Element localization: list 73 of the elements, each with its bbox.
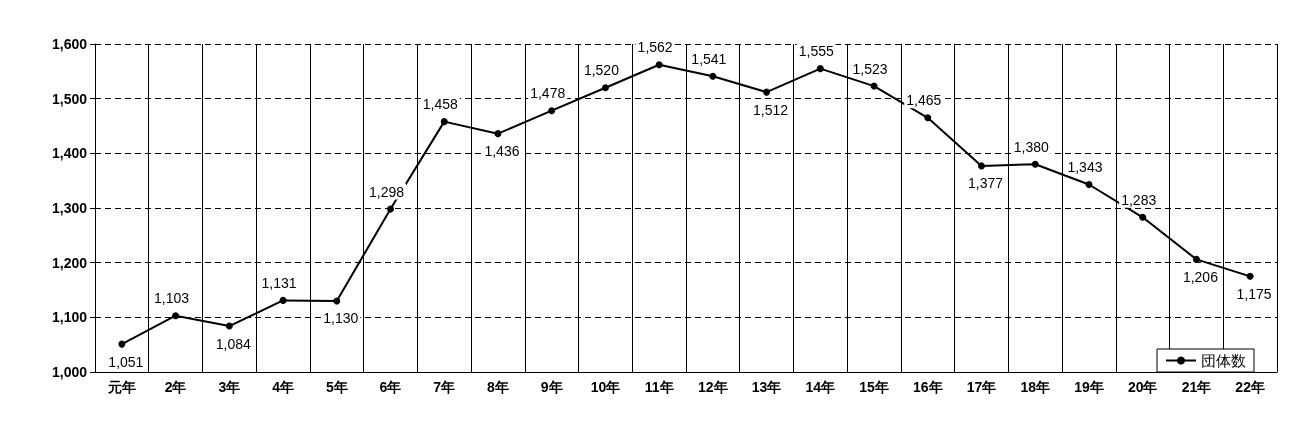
point	[655, 61, 663, 69]
x-tick-label: 17年	[966, 379, 997, 395]
x-tick-label: 21年	[1181, 379, 1212, 395]
x-tick-label: 元年	[106, 379, 136, 395]
y-tick-label: 1,400	[51, 145, 88, 162]
y-tick-label: 1,000	[51, 364, 88, 380]
x-tick-label: 14年	[805, 379, 836, 395]
x-tick-label: 3年	[218, 379, 241, 395]
data-label: 1,465	[906, 92, 942, 109]
data-label: 1,175	[1236, 285, 1272, 302]
point	[1031, 160, 1039, 168]
data-label: 1,051	[108, 353, 144, 370]
point	[225, 322, 233, 330]
data-label: 1,131	[261, 274, 297, 291]
point	[601, 84, 609, 92]
x-tick-label: 2年	[164, 379, 187, 395]
x-tick-label: 5年	[325, 379, 348, 395]
point	[1085, 180, 1093, 188]
x-tick-label: 10年	[590, 379, 621, 395]
point	[387, 205, 394, 213]
y-tick-label: 1,300	[51, 200, 88, 216]
data-label: 1,541	[691, 50, 727, 67]
x-tick-label: 8年	[487, 379, 509, 395]
data-label: 1,103	[154, 290, 190, 307]
data-label: 1,380	[1013, 138, 1049, 155]
x-tick-label: 9年	[540, 379, 563, 395]
data-label: 1,206	[1182, 268, 1219, 285]
data-label: 1,084	[215, 335, 252, 352]
y-tick-label: 1,200	[51, 254, 88, 271]
x-tick-label: 4年	[272, 379, 294, 395]
x-tick-label: 20年	[1127, 379, 1158, 395]
data-label: 1,512	[753, 101, 789, 118]
x-tick-label: 6年	[379, 379, 402, 395]
data-label: 1,458	[422, 96, 458, 113]
data-label: 1,436	[484, 143, 520, 160]
point	[440, 118, 448, 126]
point	[494, 130, 502, 138]
point	[172, 312, 180, 320]
x-tick-label: 7年	[433, 379, 456, 395]
data-label: 1,298	[368, 183, 405, 200]
data-label: 1,523	[852, 60, 888, 77]
y-tick-label: 1,500	[51, 90, 88, 107]
data-label: 1,377	[967, 175, 1004, 192]
point	[1246, 272, 1254, 280]
x-tick-label: 11年	[644, 379, 674, 395]
point	[978, 162, 985, 170]
data-label: 1,478	[530, 85, 566, 102]
data-label: 1,555	[798, 43, 835, 60]
point	[924, 114, 932, 122]
y-tick-label: 1,100	[51, 309, 88, 326]
point	[1192, 255, 1200, 263]
data-label: 1,520	[583, 62, 620, 79]
x-tick-label: 22年	[1235, 379, 1265, 395]
x-tick-label: 19年	[1074, 379, 1104, 395]
data-label: 1,343	[1067, 158, 1103, 175]
point	[763, 88, 771, 96]
point	[1139, 213, 1147, 221]
point	[118, 340, 126, 348]
point	[816, 65, 824, 73]
x-tick-label: 16年	[912, 379, 943, 395]
x-tick-label: 15年	[859, 379, 889, 395]
data-label: 1,562	[637, 39, 673, 56]
x-tick-label: 12年	[698, 379, 728, 395]
point	[279, 296, 287, 304]
point	[709, 72, 717, 80]
x-tick-label: 13年	[751, 379, 782, 395]
data-label: 1,130	[323, 310, 359, 327]
legend-label: 団体数	[1201, 352, 1246, 369]
x-tick-label: 18年	[1020, 379, 1051, 395]
point	[548, 107, 556, 115]
y-tick-label: 1,600	[51, 36, 88, 52]
point	[333, 297, 341, 305]
data-label: 1,283	[1121, 191, 1157, 208]
